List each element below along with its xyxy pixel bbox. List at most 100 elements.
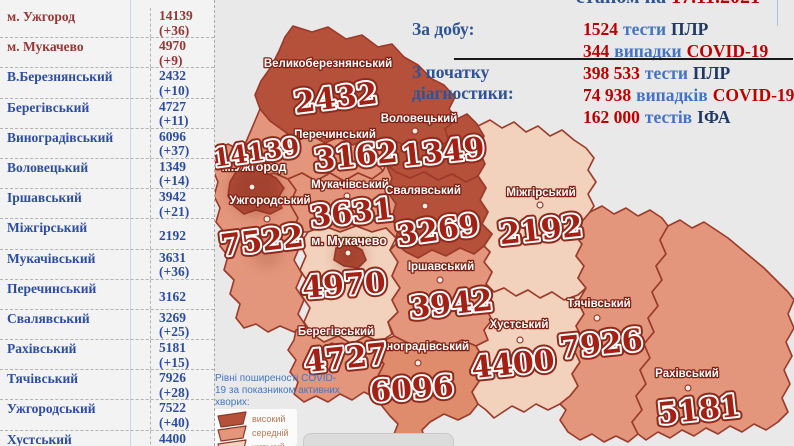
stat-acronym: ІФА: [697, 107, 731, 127]
table-row: Виноградівський 6096 (+37): [0, 128, 214, 159]
district-center-dot: [343, 192, 351, 200]
legend-swatch-medium: [217, 425, 247, 442]
legend-item-label: високий: [252, 414, 285, 424]
table-row: Ужгородський 7522 (+40): [0, 400, 214, 431]
district-label: Міжгірський: [506, 187, 575, 199]
cases-delta: (+15): [159, 354, 190, 370]
stat-acronym: COVID-19: [712, 85, 794, 105]
district-center-dot: [516, 336, 524, 344]
cases-total: 4970: [159, 38, 186, 54]
date-header: станом на 17.11.2021: [548, 0, 788, 9]
bottom-panel-edge: [303, 433, 454, 446]
district-shape-vynohradivskyi: [375, 335, 483, 446]
stats-daily-label: За добу:: [412, 19, 475, 39]
cases-delta: (+36): [159, 22, 190, 38]
cases-value-cell: 14139 (+36): [150, 8, 214, 38]
cases-value-cell: 4400(+35): [150, 430, 214, 446]
district-name: Виноградівський: [7, 129, 114, 145]
cases-value-cell: 2192: [150, 219, 214, 249]
stats-row: 74 938 випадків COVID-19: [583, 85, 794, 106]
district-center-dot: [411, 127, 419, 135]
stat-number: 344: [583, 41, 610, 61]
cases-delta: (+25): [159, 324, 190, 340]
legend-swatch-low: [217, 439, 247, 446]
stat-number: 398 533: [583, 63, 640, 83]
district-name: Свалявський: [7, 310, 90, 326]
uzhhorodskyi-hotspot-glow: [251, 236, 283, 268]
district-name: м. Ужгород: [7, 9, 76, 24]
cases-total: 4400: [159, 430, 186, 446]
cases-value-cell: 6096 (+37): [150, 128, 214, 158]
table-row: Іршавський 3942 (+21): [0, 189, 214, 220]
district-center-dot: [344, 249, 352, 257]
district-cases-number: 5181: [656, 389, 743, 433]
cases-value-cell: 4970 (+9): [150, 38, 214, 68]
district-name: Тячівський: [7, 371, 79, 387]
table-row: Свалявський 3269 (+25): [0, 309, 214, 341]
district-shape-mukachevo-city: [299, 225, 401, 345]
cases-delta: (+21): [159, 203, 190, 219]
cases-value-cell: 7522 (+40): [150, 400, 214, 430]
cases-delta: (+28): [159, 384, 190, 400]
stat-acronym: ПЛР: [692, 63, 731, 83]
district-name: Міжгірський: [7, 220, 88, 236]
cases-delta: (+40): [159, 414, 190, 430]
cases-value-cell: 2432 (+10): [150, 68, 214, 98]
table-grid-line: [130, 0, 131, 446]
cases-total: 7522: [159, 400, 186, 416]
district-label: Ужгородський: [229, 195, 310, 207]
district-center-dot: [414, 359, 422, 367]
legend-title-line: хворих:: [215, 397, 250, 408]
legend-title-line: Рівні поширеності COVID-: [215, 373, 336, 384]
stats-total-label-line1: З початку: [412, 62, 490, 82]
stat-number: 162 000: [583, 107, 640, 127]
table-row: м. Мукачево 4970 (+9): [0, 38, 214, 69]
stat-word: тести: [623, 19, 667, 39]
stat-word: випадків: [636, 85, 708, 105]
district-label: Перечинський: [294, 129, 376, 141]
district-name: Іршавський: [7, 190, 82, 206]
cases-total: 3631: [159, 249, 186, 265]
cases-value-cell: 3942 (+21): [150, 189, 214, 219]
table-row: Мукачівський 3631 (+36): [0, 249, 214, 280]
district-label: Воловецький: [381, 113, 458, 125]
stat-acronym: COVID-19: [686, 41, 769, 61]
district-name: Воловецький: [7, 159, 89, 175]
district-label: Свалявський: [385, 185, 461, 197]
district-center-dot: [593, 314, 601, 322]
table-row: Воловецький 1349 (+14): [0, 158, 214, 190]
text-cursor-line: [777, 0, 778, 26]
district-center-dot: [248, 183, 256, 191]
stats-row: 1524 тести ПЛР: [583, 19, 708, 40]
district-cases-number: 6096: [369, 369, 455, 410]
district-center-dot: [263, 215, 271, 223]
cases-total: 2192: [159, 228, 186, 244]
stat-word: тестів: [644, 107, 693, 127]
district-shape-rakhivskyi: [631, 219, 794, 441]
table-row: В.Березнянський 2432 (+10): [0, 68, 214, 99]
stats-row: 162 000 тестів ІФА: [583, 107, 731, 128]
cases-value-cell: 1349 (+14): [150, 158, 214, 189]
cases-total: 4727: [159, 98, 186, 114]
district-center-dot: [326, 100, 334, 108]
cases-value-cell: 3162: [150, 279, 214, 309]
district-label: м.Ужгород: [222, 160, 287, 174]
cases-total: 2432: [159, 68, 186, 84]
district-name: Хустський: [7, 431, 72, 446]
stats-total-label: З початку діагностики:: [412, 62, 514, 104]
table-row: Перечинський 3162: [0, 279, 214, 310]
cases-total: 3162: [159, 288, 186, 304]
district-center-dot: [536, 201, 544, 209]
date-prefix: станом на: [576, 0, 666, 8]
map-legend: Рівні поширеності COVID- 19 за показнико…: [213, 373, 340, 446]
stats-row: 398 533 тести ПЛР: [583, 63, 730, 84]
cases-total: 6096: [159, 128, 186, 144]
district-label: Берегівський: [298, 326, 374, 338]
district-label: Великоберезнянський: [264, 58, 392, 70]
district-stats-table: м. Ужгород 14139 (+36) м. Мукачево 4970 (+9)…: [0, 0, 215, 446]
date-value: 17.11.2021: [671, 0, 760, 8]
district-label: Іршавський: [408, 261, 474, 273]
district-name: Ужгородський: [7, 401, 96, 417]
table-row: м. Ужгород 14139 (+36): [0, 8, 214, 39]
